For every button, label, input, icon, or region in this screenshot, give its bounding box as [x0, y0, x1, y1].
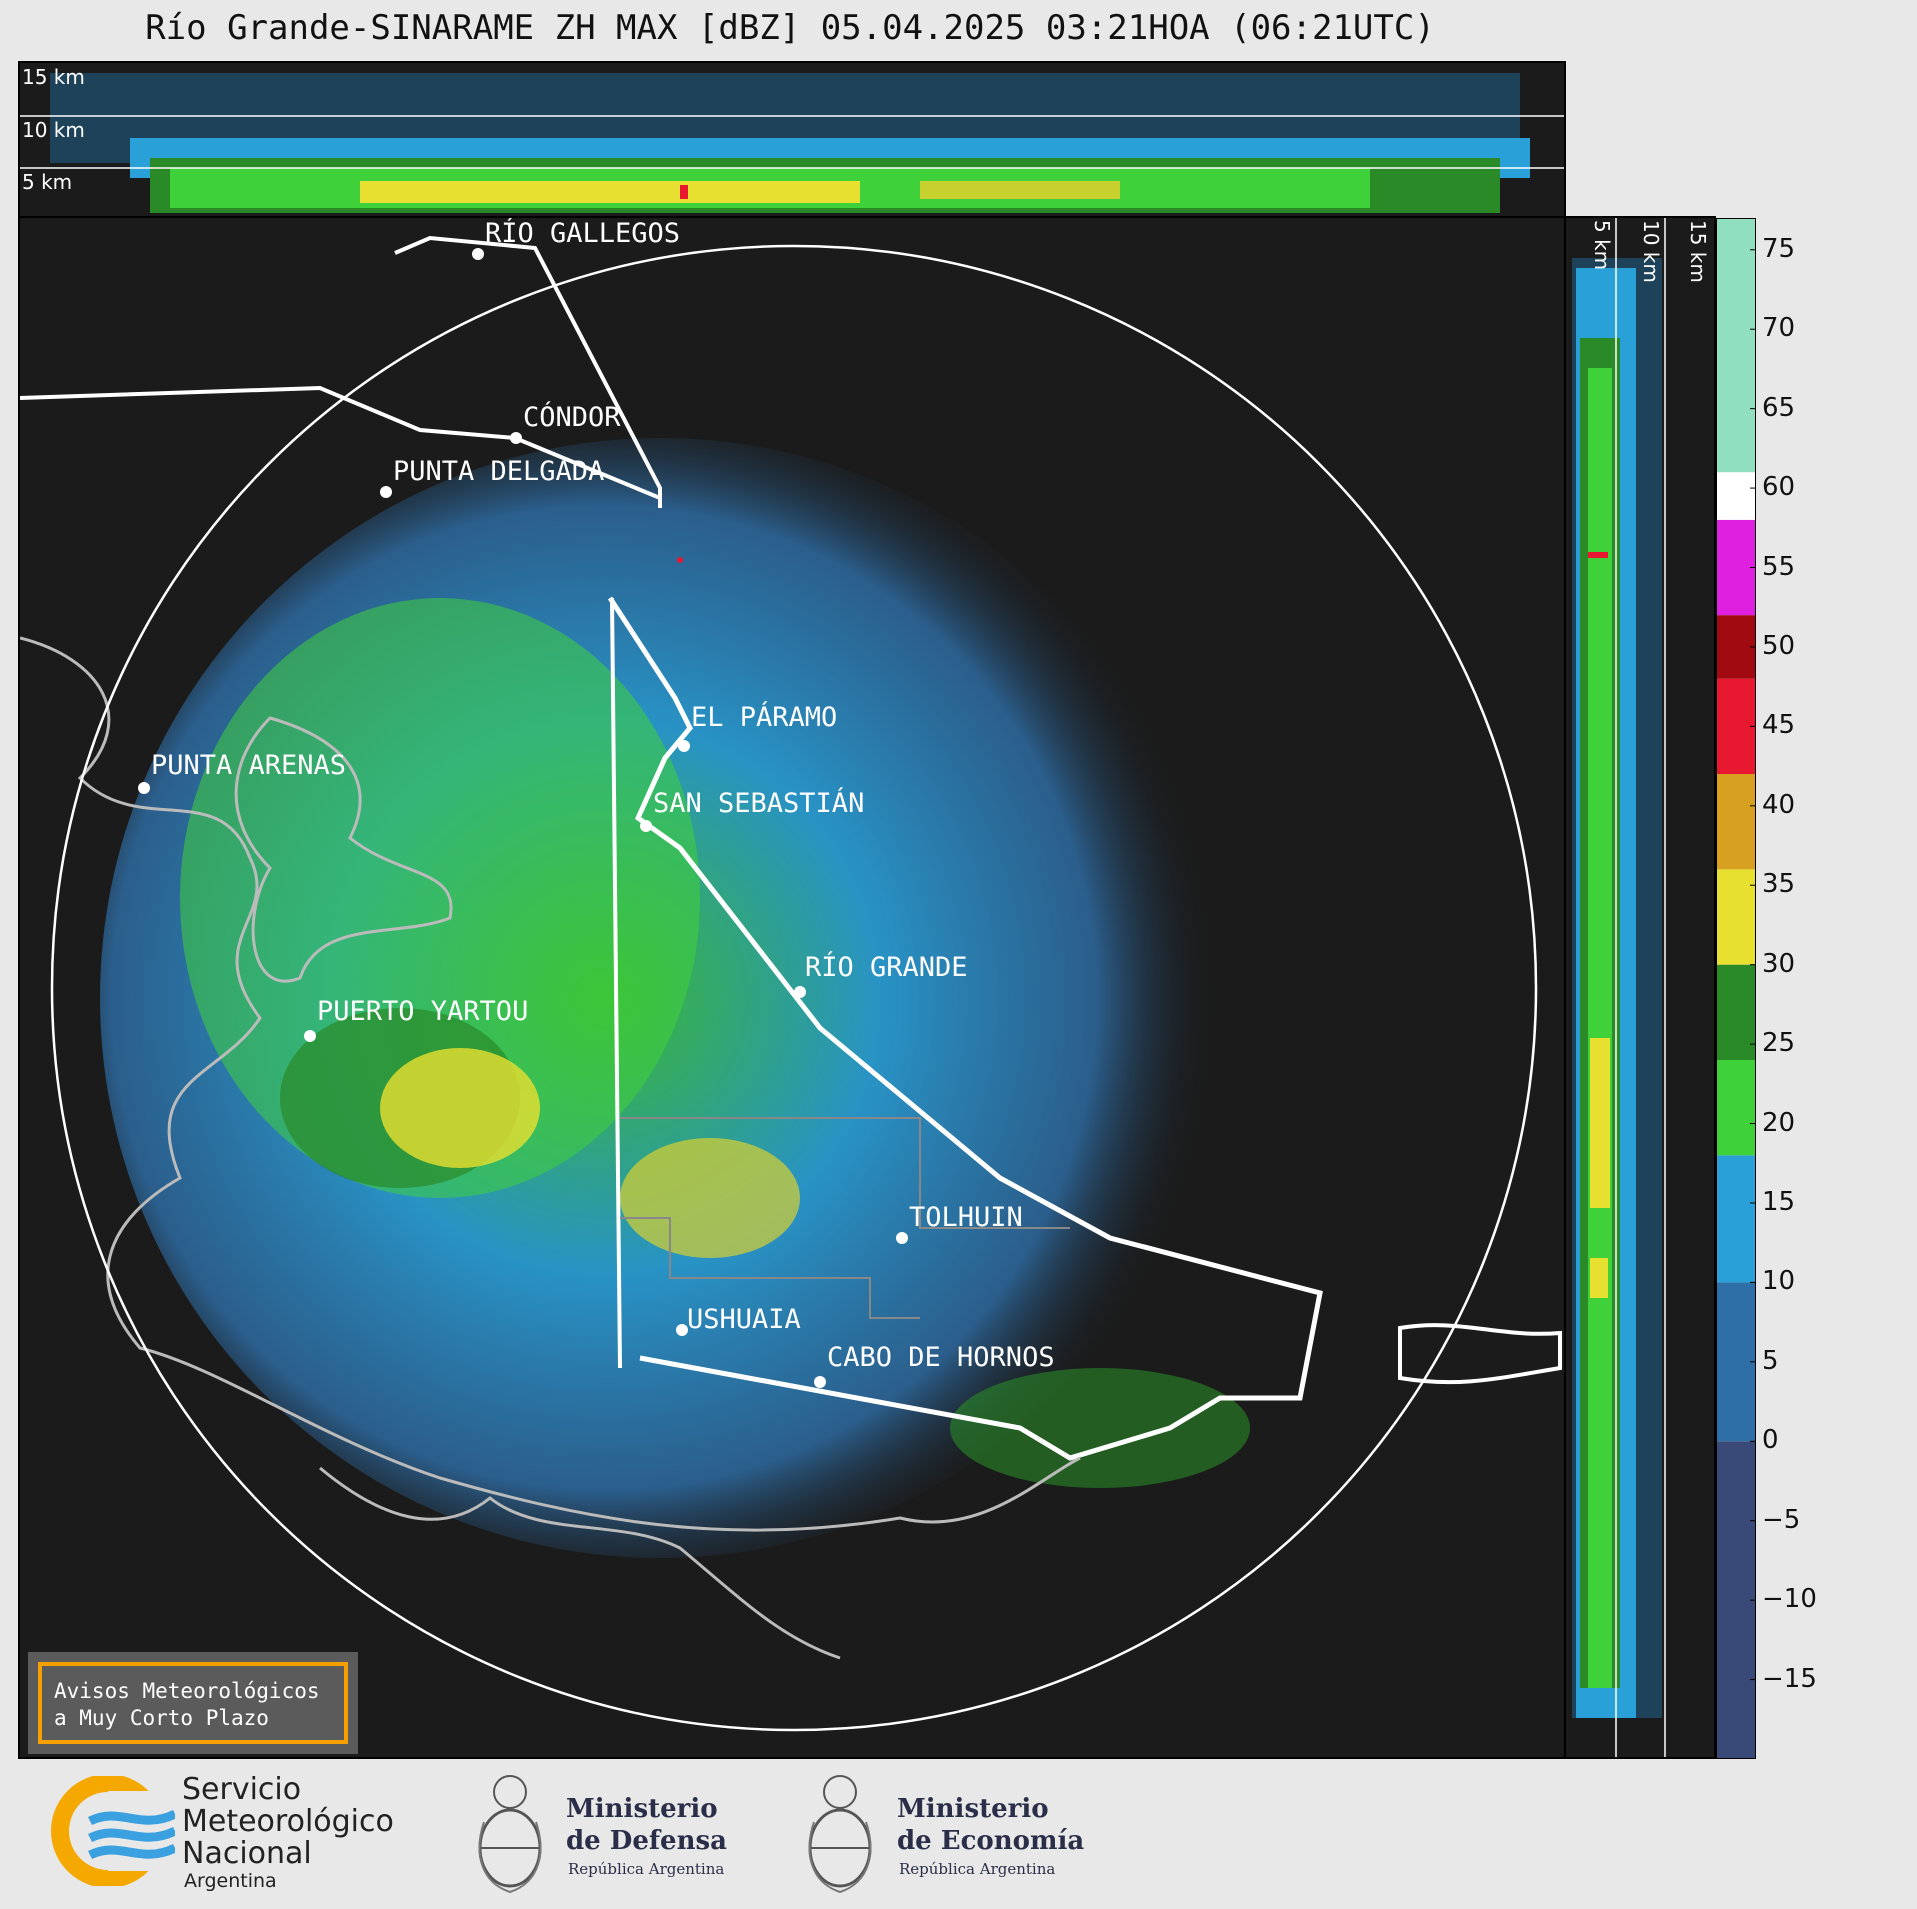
smn-logo-icon	[51, 1776, 175, 1886]
warning-badge-frame: Avisos Meteorológicos a Muy Corto Plazo	[38, 1662, 348, 1744]
colorbar-tick-15: 0	[1762, 1425, 1779, 1456]
colorbar-tick-16: −5	[1762, 1504, 1801, 1535]
colorbar-tick-7: 40	[1762, 789, 1796, 820]
top-alt-label-15km: 15 km	[22, 65, 85, 89]
colorbar-tick-0: 75	[1762, 233, 1796, 264]
smn-line-2: Meteorológico	[182, 1804, 394, 1839]
colorbar-tick-2: 65	[1762, 392, 1796, 423]
badge-line-1: Avisos Meteorológicos	[54, 1679, 320, 1703]
colorbar-band-7	[1716, 678, 1756, 775]
map-title: Río Grande-SINARAME ZH MAX [dBZ] 05.04.2…	[145, 8, 1435, 48]
argentina-coat-of-arms-icon-2	[808, 1775, 872, 1894]
smn-line-1: Servicio	[182, 1772, 302, 1807]
colorbar-band-0	[1716, 1441, 1756, 1759]
colorbar-tick-1: 70	[1762, 313, 1796, 344]
top-cross-section-echo	[20, 73, 1564, 213]
colorbar-tick-3: 60	[1762, 472, 1796, 503]
smn-line-3: Nacional	[182, 1836, 312, 1871]
city-label-ushuaia: USHUAIA	[687, 1304, 801, 1335]
colorbar-band-6	[1716, 774, 1756, 870]
colorbar-tick-8: 35	[1762, 869, 1796, 900]
colorbar-tick-12: 15	[1762, 1186, 1796, 1217]
city-label-cabo-de-hornos: CABO DE HORNOS	[827, 1342, 1055, 1373]
colorbar-tick-5: 50	[1762, 630, 1796, 661]
colorbar-band-3	[1716, 1059, 1756, 1156]
colorbar-band-11	[1716, 218, 1756, 473]
radar-map-panel: RÍO GALLEGOS CÓNDOR PUNTA DELGADA EL PÁR…	[18, 216, 1566, 1759]
badge-line-2: a Muy Corto Plazo	[54, 1706, 269, 1730]
side-cross-section-panel: 5 km 10 km 15 km	[1564, 216, 1716, 1759]
colorbar-band-10	[1716, 472, 1756, 520]
colorbar-band-2	[1716, 1155, 1756, 1283]
colorbar-band-9	[1716, 519, 1756, 616]
colorbar-tick-13: 10	[1762, 1266, 1796, 1297]
defensa-line-1: Ministerio	[566, 1794, 718, 1824]
city-label-tolhuin: TOLHUIN	[909, 1202, 1023, 1233]
colorbar-band-8	[1716, 615, 1756, 679]
colorbar-tick-9: 30	[1762, 948, 1796, 979]
top-alt-label-5km: 5 km	[22, 170, 73, 194]
city-label-san-sebastian: SAN SEBASTIÁN	[653, 788, 865, 819]
colorbar-tick-4: 55	[1762, 551, 1796, 582]
side-alt-label-5km: 5 km	[1590, 220, 1614, 271]
warning-badge: Avisos Meteorológicos a Muy Corto Plazo	[28, 1652, 358, 1754]
colorbar-band-4	[1716, 964, 1756, 1060]
top-alt-label-10km: 10 km	[22, 118, 85, 142]
city-label-punta-delgada: PUNTA DELGADA	[393, 456, 605, 487]
defensa-line-2: de Defensa	[566, 1826, 727, 1856]
side-cross-section-echo	[1572, 218, 1666, 1757]
city-label-puerto-yartou: PUERTO YARTOU	[317, 996, 529, 1027]
side-alt-label-10km: 10 km	[1639, 220, 1663, 283]
dbz-colorbar	[1716, 218, 1756, 1759]
argentina-coat-of-arms-icon	[478, 1775, 542, 1894]
colorbar-tick-17: −10	[1762, 1584, 1817, 1615]
colorbar-tick-6: 45	[1762, 710, 1796, 741]
defensa-line-3: República Argentina	[568, 1860, 725, 1878]
city-label-el-paramo: EL PÁRAMO	[691, 702, 838, 733]
colorbar-tick-10: 25	[1762, 1028, 1796, 1059]
colorbar-tick-11: 20	[1762, 1107, 1796, 1138]
colorbar-band-1	[1716, 1282, 1756, 1442]
colorbar-tick-18: −15	[1762, 1663, 1817, 1694]
smn-line-4: Argentina	[184, 1870, 277, 1892]
side-alt-label-15km: 15 km	[1686, 220, 1710, 283]
colorbar-band-5	[1716, 869, 1756, 965]
range-ring	[50, 244, 1538, 1732]
radar-echo-layer	[20, 235, 1562, 1732]
economia-line-1: Ministerio	[897, 1794, 1049, 1824]
colorbar-tick-14: 5	[1762, 1345, 1779, 1376]
top-cross-section-panel: 15 km 10 km 5 km	[18, 61, 1566, 218]
economia-line-3: República Argentina	[899, 1860, 1056, 1878]
economia-line-2: de Economía	[897, 1826, 1085, 1856]
city-label-rio-grande: RÍO GRANDE	[805, 952, 968, 983]
city-label-condor: CÓNDOR	[523, 402, 621, 433]
city-label-rio-gallegos: RÍO GALLEGOS	[485, 218, 681, 249]
city-label-punta-arenas: PUNTA ARENAS	[151, 750, 347, 781]
